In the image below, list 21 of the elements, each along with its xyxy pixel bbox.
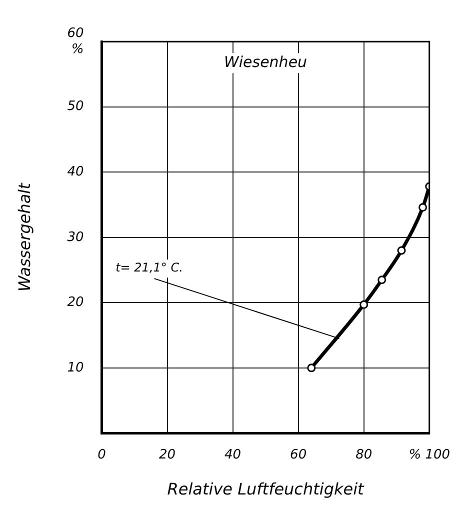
- x-tick-label: 40: [224, 447, 242, 462]
- x-tick-label: 60: [290, 447, 307, 462]
- y-axis-title: Wassergehalt: [14, 182, 34, 292]
- text: Wiesenheu: [224, 53, 308, 72]
- annotation: t= 21,1° C.: [116, 260, 183, 275]
- point: [378, 276, 386, 284]
- point: [418, 203, 428, 212]
- y-tick-label: 10: [67, 360, 84, 376]
- y-tick-label: 40: [67, 164, 84, 180]
- y-tick-label: 60 %: [67, 26, 84, 57]
- y-tick-label: 50: [67, 99, 84, 114]
- x-tick-label: 80: [356, 447, 372, 462]
- x-tick-label: 20: [158, 447, 176, 462]
- y-tick-label: 20: [67, 295, 84, 310]
- x-tick-label: 0: [98, 447, 106, 462]
- x-tick-label: % 100: [408, 447, 450, 462]
- point: [360, 300, 368, 309]
- point: [307, 364, 316, 372]
- point: [397, 246, 406, 255]
- x-axis-title: Relative Luftfeuchtigkeit: [167, 480, 365, 499]
- y-tick-label: 30: [67, 230, 84, 245]
